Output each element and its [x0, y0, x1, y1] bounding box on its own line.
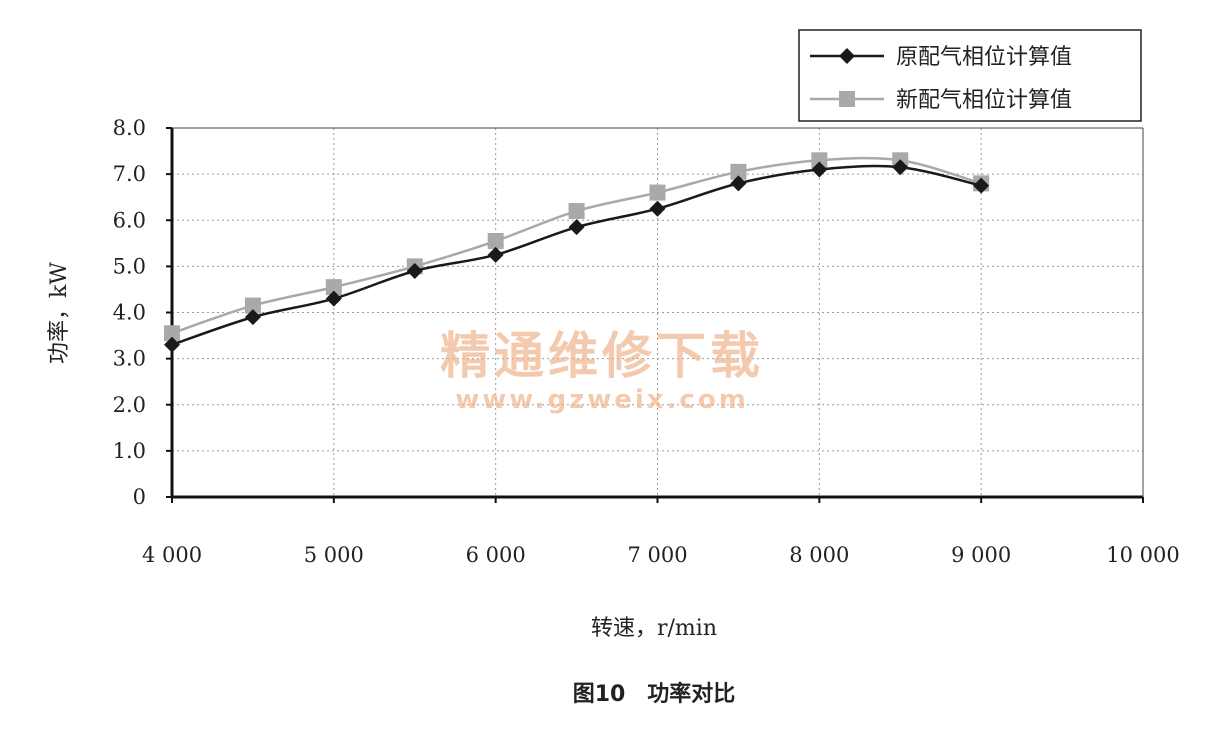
data-point-original: [730, 175, 747, 192]
x-tick-labels: 4 000 5 000 6 000 7 000 8 000 9 000 10 000: [142, 543, 1180, 567]
grid: [166, 127, 1144, 503]
x-tick-label: 6 000: [466, 543, 526, 567]
x-tick-label: 9 000: [951, 543, 1011, 567]
y-tick-label: 7.0: [113, 162, 146, 186]
legend-marker-new: [839, 91, 855, 107]
x-tick-label: 5 000: [304, 543, 364, 567]
x-tick-label: 10 000: [1106, 543, 1179, 567]
y-axis-title: 功率，kW: [47, 262, 72, 364]
x-tick-label: 8 000: [789, 543, 849, 567]
y-tick-label: 8.0: [113, 116, 146, 140]
data-point-original: [973, 177, 990, 194]
y-tick-label: 3.0: [113, 347, 146, 371]
series-line-original: [171, 164, 982, 346]
y-tick-label: 5.0: [113, 254, 146, 278]
data-point-original: [164, 336, 180, 353]
data-point-original: [811, 161, 828, 178]
data-point-original: [487, 246, 504, 263]
y-tick-label: 0: [133, 485, 146, 509]
y-tick-label: 6.0: [113, 208, 146, 232]
legend-label-original: 原配气相位计算值: [896, 45, 1072, 70]
data-point-original: [406, 262, 423, 279]
legend: 原配气相位计算值 新配气相位计算值: [798, 29, 1142, 122]
y-tick-label: 2.0: [113, 393, 146, 417]
data-point-original: [325, 290, 342, 307]
data-point-new: [164, 325, 180, 342]
y-tick-label: 4.0: [113, 301, 146, 325]
data-point-new: [487, 233, 504, 250]
data-point-original: [649, 200, 666, 217]
data-point-new: [649, 184, 666, 201]
watermark-url: www.gzweix.com: [455, 385, 749, 415]
y-tick-label: 1.0: [113, 439, 146, 463]
legend-label-new: 新配气相位计算值: [896, 88, 1072, 113]
x-tick-label: 4 000: [142, 543, 202, 567]
x-axis-title: 转速，r/min: [591, 616, 717, 641]
data-point-new: [730, 163, 747, 180]
data-point-original: [892, 159, 909, 176]
legend-marker-original: [839, 48, 855, 64]
legend-box: [798, 29, 1142, 122]
data-point-original: [568, 219, 585, 236]
data-point-new: [811, 152, 828, 169]
x-tick-label: 7 000: [627, 543, 687, 567]
watermark: 精通维修下载 www.gzweix.com: [440, 327, 764, 415]
data-point-new: [325, 279, 342, 296]
series: [164, 152, 990, 353]
figure-caption: 图10 功率对比: [573, 681, 736, 707]
axes: [170, 127, 1144, 499]
data-point-new: [244, 297, 261, 314]
y-tick-labels: 0 1.0 2.0 3.0 4.0 5.0 6.0 7.0 8.0: [113, 116, 146, 509]
watermark-text: 精通维修下载: [440, 327, 764, 385]
data-point-new: [568, 203, 585, 220]
data-point-original: [244, 309, 261, 326]
